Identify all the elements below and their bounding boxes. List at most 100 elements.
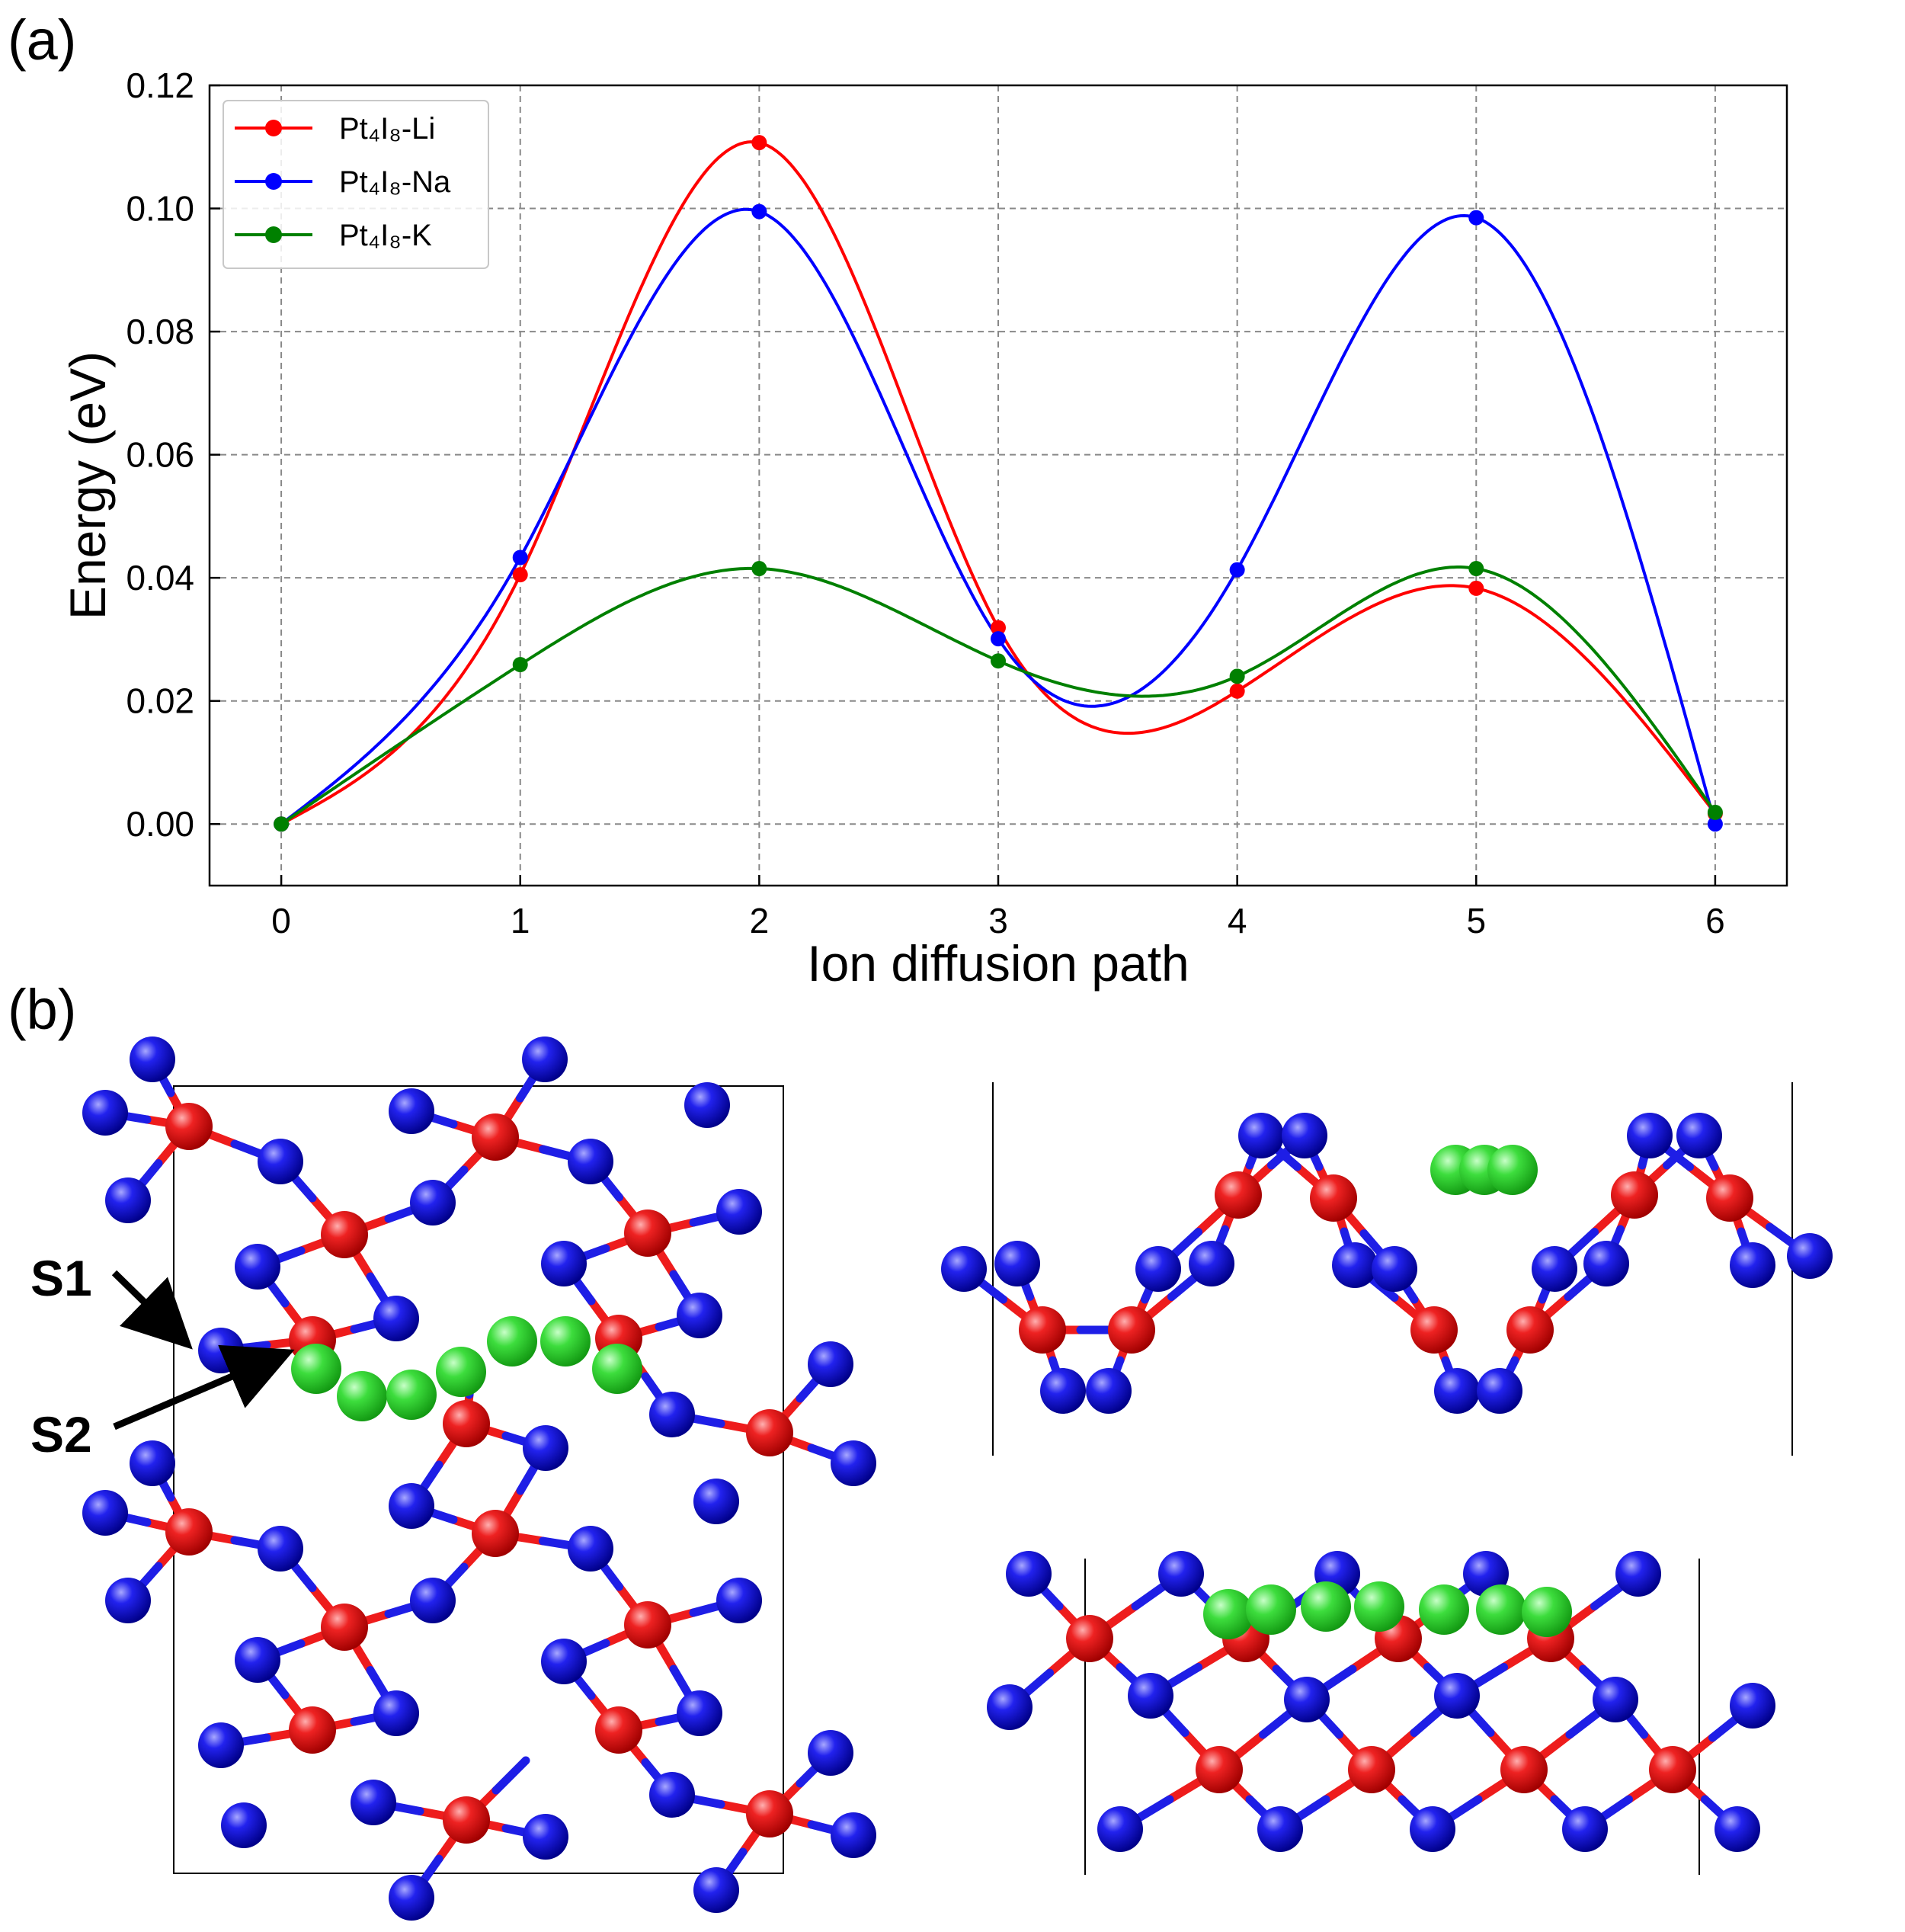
data-point	[1707, 804, 1723, 820]
i-atom	[389, 1088, 434, 1134]
pt-atom	[1611, 1171, 1658, 1219]
data-point	[991, 631, 1006, 647]
pt-atom	[443, 1796, 490, 1844]
x-tick-label: 0	[271, 901, 291, 940]
axis-ticks: 0 1 2 3 4 5 6 0.00 0.02 0.04 0.06 0.08 0.10 0.12	[126, 66, 1724, 940]
panel-b-label: (b)	[8, 978, 76, 1041]
series-lines	[274, 135, 1723, 832]
i-atom	[373, 1296, 419, 1341]
i-atom	[82, 1490, 128, 1536]
x-tick-label: 4	[1228, 901, 1247, 940]
data-point	[751, 203, 767, 219]
pt-atom	[1410, 1306, 1458, 1354]
i-atom	[1372, 1246, 1417, 1292]
i-atom	[831, 1440, 876, 1486]
i-atom	[1615, 1551, 1661, 1597]
pt-atom	[1500, 1746, 1548, 1793]
pt-atom	[1310, 1174, 1357, 1222]
pt-atom	[1215, 1171, 1262, 1219]
i-atom	[716, 1189, 762, 1235]
pt-atom	[1649, 1746, 1696, 1793]
legend-marker	[265, 226, 282, 243]
pt-atom	[746, 1409, 793, 1456]
i-atom	[258, 1526, 303, 1572]
y-axis-label: Energy (eV)	[59, 351, 116, 620]
legend-label: Pt₄I₈-K	[339, 219, 432, 252]
pt-atom	[1506, 1306, 1554, 1354]
pt-atom	[746, 1790, 793, 1837]
x-tick-label: 1	[511, 901, 530, 940]
i-atom	[684, 1082, 730, 1128]
x-tick-label: 5	[1466, 901, 1486, 940]
data-point	[512, 549, 528, 566]
ion-atom	[291, 1344, 341, 1394]
i-atom	[1238, 1113, 1284, 1158]
i-atom	[373, 1690, 419, 1736]
s2-arrow	[113, 1344, 295, 1431]
i-atom	[130, 1036, 175, 1082]
y-tick-label: 0.06	[126, 435, 194, 475]
i-atom	[523, 1425, 568, 1471]
i-atom	[1562, 1806, 1608, 1852]
ion-atom	[1354, 1581, 1404, 1632]
i-atom	[1787, 1233, 1833, 1279]
site-annotations: S1 S2	[30, 1250, 295, 1463]
ion-atom	[540, 1316, 591, 1366]
structure-top-view	[82, 1036, 876, 1921]
y-tick-label: 0.12	[126, 66, 194, 105]
i-atom	[1189, 1241, 1234, 1286]
data-point	[991, 620, 1006, 636]
i-atom	[105, 1177, 151, 1223]
data-point	[1229, 683, 1245, 699]
data-point	[1468, 580, 1484, 596]
i-atom	[1730, 1683, 1775, 1729]
data-point	[1468, 561, 1484, 577]
energy-chart: 0 1 2 3 4 5 6 0.00 0.02 0.04 0.06 0.08 0.10 0.12 Ion …	[59, 66, 1788, 992]
i-atom	[1434, 1368, 1480, 1414]
legend-label: Pt₄I₈-Na	[339, 165, 451, 199]
i-atom	[389, 1483, 434, 1529]
ion-atom	[386, 1370, 437, 1420]
data-point	[1229, 562, 1245, 578]
i-atom	[389, 1875, 434, 1921]
pt-atom	[1066, 1615, 1113, 1662]
data-point	[1468, 210, 1484, 226]
data-point	[751, 135, 767, 151]
structure-side-view-1	[941, 1082, 1833, 1456]
i-atom	[523, 1814, 568, 1860]
i-atom	[1627, 1113, 1673, 1158]
i-atom	[649, 1392, 695, 1437]
i-atom	[1128, 1673, 1173, 1719]
i-atom	[994, 1241, 1040, 1286]
i-atom	[82, 1090, 128, 1136]
pt-atom	[1108, 1306, 1155, 1354]
i-atom	[198, 1722, 244, 1768]
i-atom	[677, 1690, 722, 1736]
i-atom	[1434, 1673, 1480, 1719]
i-atom	[198, 1328, 244, 1373]
data-point	[751, 561, 767, 577]
i-atom	[522, 1036, 568, 1082]
i-atom	[693, 1479, 739, 1524]
i-atom	[1477, 1368, 1522, 1414]
pt-atom	[1019, 1306, 1066, 1354]
i-atom	[130, 1440, 175, 1486]
i-atom	[258, 1139, 303, 1184]
data-point	[991, 653, 1006, 669]
i-atom	[1158, 1551, 1204, 1597]
data-point	[1707, 816, 1723, 832]
i-atom	[235, 1637, 280, 1683]
panel-a-label: (a)	[8, 8, 76, 72]
pt-atom	[1348, 1746, 1395, 1793]
y-tick-label: 0.08	[126, 312, 194, 351]
pt-atom	[1196, 1746, 1243, 1793]
y-tick-label: 0.02	[126, 681, 194, 721]
i-atom	[649, 1772, 695, 1818]
pt-atom	[472, 1510, 519, 1557]
i-atom	[541, 1241, 587, 1286]
i-atom	[541, 1639, 587, 1684]
pt-atom	[443, 1400, 490, 1447]
i-atom	[410, 1180, 456, 1226]
i-atom	[1676, 1113, 1722, 1158]
